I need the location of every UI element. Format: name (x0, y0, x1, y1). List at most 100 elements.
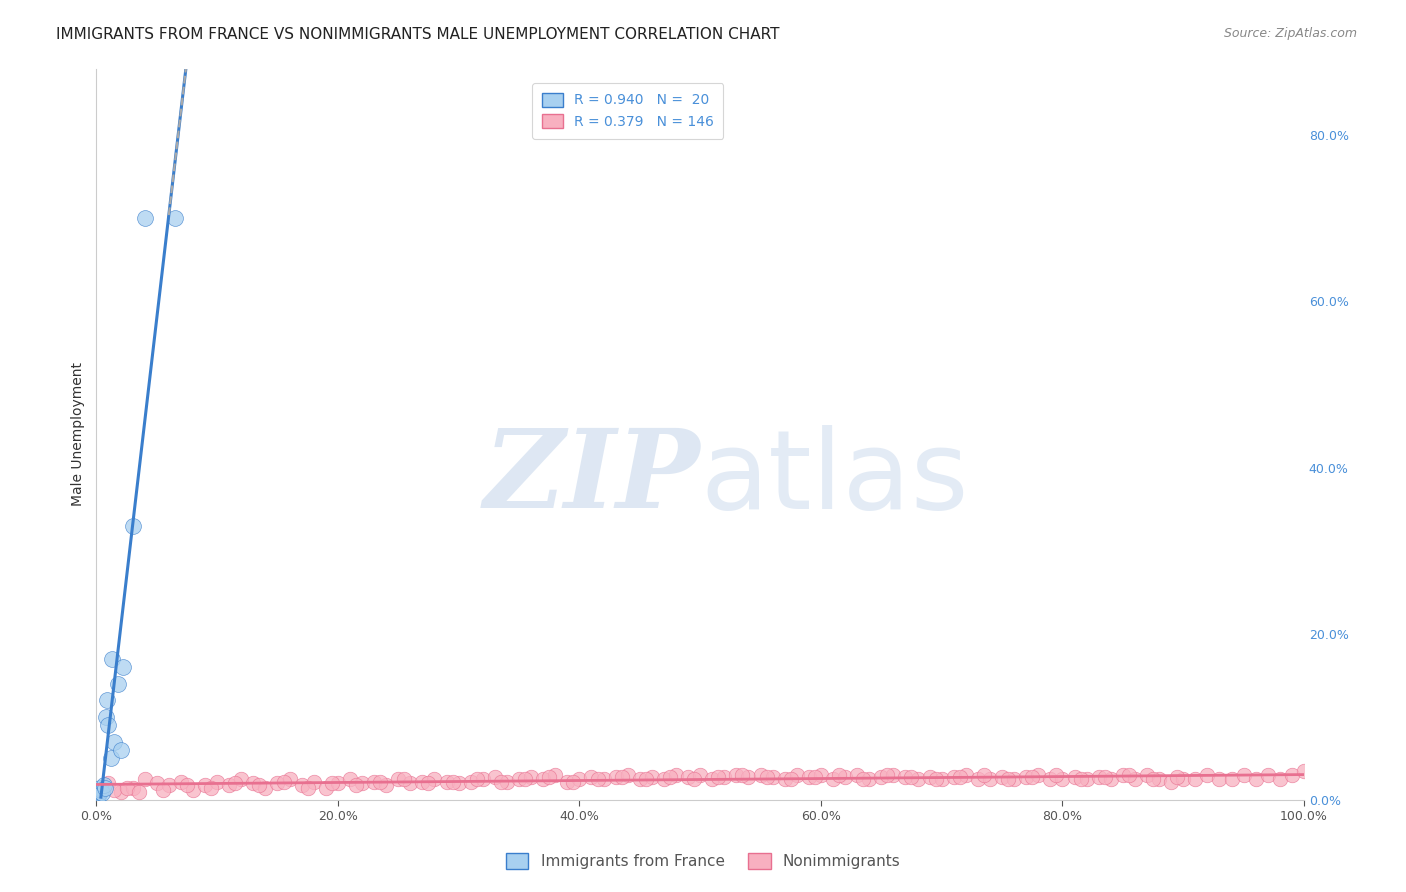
Point (628, 772, 651, 787)
Point (907, 772, 929, 787)
Point (111, 660, 134, 674)
Point (1160, 774, 1182, 789)
Point (683, 772, 706, 787)
Point (460, 774, 482, 789)
Point (713, 770, 735, 784)
Point (1244, 772, 1267, 787)
Point (1208, 772, 1230, 787)
Point (394, 772, 416, 787)
Point (1052, 772, 1074, 787)
Point (665, 768, 688, 782)
Point (163, 211, 186, 226)
Point (87, 786, 110, 800)
Y-axis label: Male Unemployment: Male Unemployment (72, 362, 86, 507)
Point (973, 768, 995, 782)
Point (101, 652, 124, 666)
Point (94, 780, 117, 795)
Point (828, 768, 851, 782)
Point (876, 768, 898, 782)
Point (170, 774, 193, 789)
Point (949, 770, 972, 784)
Point (846, 768, 869, 782)
Point (676, 770, 699, 784)
Point (749, 768, 772, 782)
Point (779, 772, 801, 787)
Point (423, 772, 446, 787)
Point (315, 780, 337, 795)
Point (121, 518, 143, 533)
Point (484, 770, 506, 784)
Point (218, 778, 240, 792)
Point (436, 774, 458, 789)
Point (762, 770, 785, 784)
Point (870, 770, 893, 784)
Point (1136, 768, 1159, 782)
Point (797, 770, 820, 784)
Point (605, 770, 627, 784)
Point (544, 768, 567, 782)
Point (513, 772, 536, 787)
Legend: R = 0.940   N =  20, R = 0.379   N = 146: R = 0.940 N = 20, R = 0.379 N = 146 (531, 83, 723, 139)
Point (91, 786, 114, 800)
Point (1268, 772, 1291, 787)
Point (97, 776, 120, 790)
Point (496, 774, 519, 789)
Point (489, 774, 512, 789)
Point (134, 211, 156, 226)
Point (737, 770, 759, 784)
Point (1070, 772, 1092, 787)
Point (128, 785, 150, 799)
Text: ZIP: ZIP (484, 425, 700, 532)
Point (110, 743, 132, 757)
Point (97, 718, 120, 732)
Point (231, 772, 253, 787)
Point (531, 772, 554, 787)
Point (278, 772, 301, 787)
Point (659, 770, 682, 784)
Point (375, 778, 398, 792)
Point (326, 776, 349, 790)
Point (447, 776, 470, 790)
Point (273, 774, 295, 789)
Point (145, 776, 167, 790)
Point (1021, 770, 1043, 784)
Point (1026, 768, 1049, 782)
Point (100, 751, 122, 765)
Point (634, 772, 657, 787)
Point (520, 770, 543, 784)
Point (93, 778, 115, 792)
Point (616, 768, 638, 782)
Point (115, 780, 138, 795)
Point (967, 772, 990, 787)
Point (731, 768, 754, 782)
Point (465, 772, 488, 787)
Point (254, 780, 277, 795)
Point (652, 772, 675, 787)
Point (181, 783, 204, 797)
Point (350, 776, 373, 790)
Point (955, 768, 977, 782)
Point (297, 780, 319, 795)
Point (810, 768, 832, 782)
Point (90, 783, 112, 797)
Text: atlas: atlas (700, 425, 969, 532)
Point (1197, 768, 1219, 782)
Point (562, 774, 585, 789)
Point (918, 770, 941, 784)
Point (834, 770, 856, 784)
Point (689, 768, 711, 782)
Point (1087, 770, 1109, 784)
Point (508, 772, 530, 787)
Point (176, 778, 198, 792)
Point (894, 770, 917, 784)
Point (1123, 772, 1146, 787)
Point (1257, 768, 1279, 782)
Point (121, 780, 143, 795)
Point (1063, 770, 1085, 784)
Point (821, 772, 844, 787)
Point (858, 772, 880, 787)
Point (707, 770, 730, 784)
Point (321, 776, 343, 790)
Legend: Immigrants from France, Nonimmigrants: Immigrants from France, Nonimmigrants (499, 847, 907, 875)
Point (568, 772, 591, 787)
